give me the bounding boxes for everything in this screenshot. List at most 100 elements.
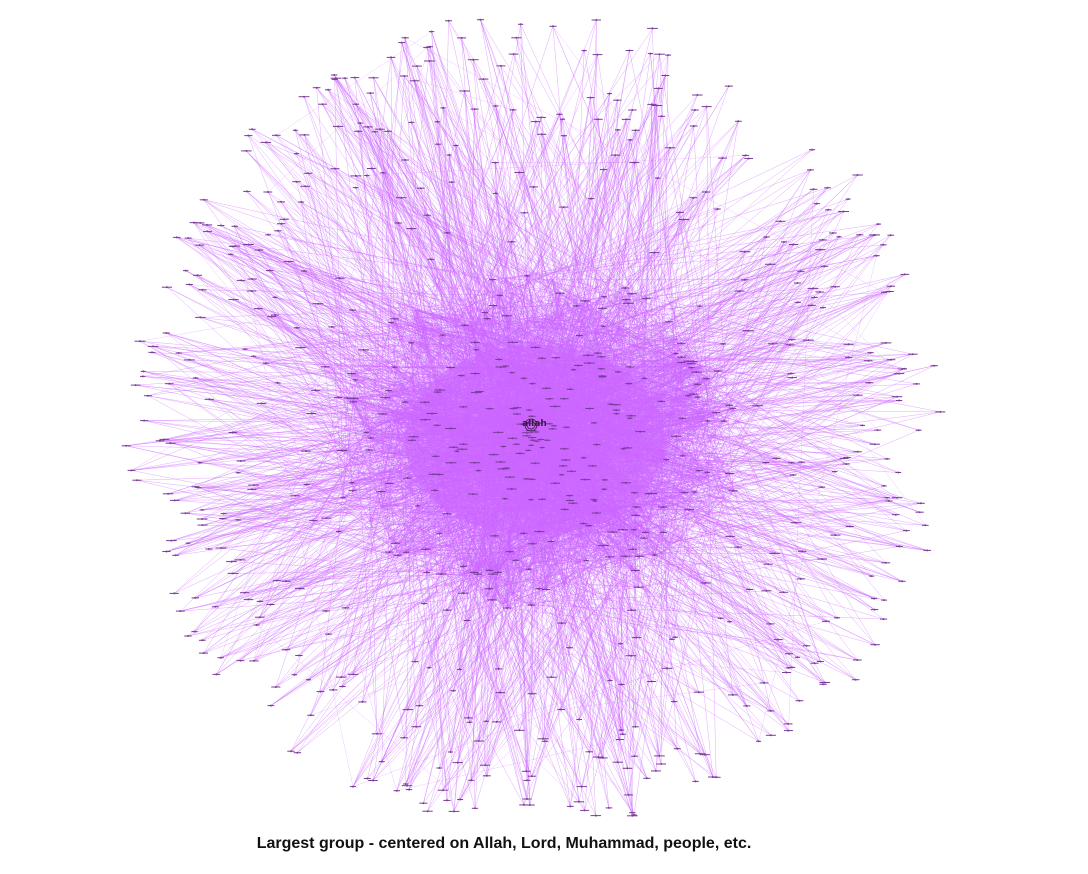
- graph-edge: [496, 617, 838, 723]
- graph-edge: [174, 449, 370, 501]
- graph-edge: [603, 157, 723, 297]
- graph-edge: [313, 520, 442, 575]
- graph-edge: [673, 514, 710, 702]
- graph-edges: [126, 19, 941, 816]
- graph-edge: [427, 214, 629, 304]
- graph-edge: [480, 19, 682, 358]
- graph-edge: [489, 474, 794, 590]
- graph-edge: [258, 308, 455, 392]
- graph-edge: [188, 237, 621, 293]
- graph-edge: [276, 458, 352, 581]
- graph-edge: [439, 519, 551, 769]
- graph-edge: [189, 284, 348, 399]
- graph-edge: [638, 586, 815, 664]
- graph-edge: [353, 37, 406, 399]
- graph-edge: [706, 352, 871, 379]
- graph-edge: [486, 500, 571, 776]
- graph-edge: [396, 472, 533, 777]
- graph-edge: [391, 187, 828, 323]
- graph-edge: [452, 491, 525, 805]
- graph-edge: [300, 201, 344, 498]
- graph-edge: [650, 53, 677, 339]
- graph-edge: [267, 234, 395, 320]
- graph-edge: [447, 232, 626, 289]
- graph-edge: [636, 514, 710, 638]
- graph-edge: [531, 604, 884, 620]
- graph-edge: [203, 199, 412, 344]
- graph-edge: [662, 474, 794, 508]
- graph-edge: [353, 398, 486, 766]
- graph-edge: [464, 574, 706, 755]
- graph-edge: [334, 79, 406, 403]
- graph-edge: [253, 450, 426, 662]
- graph-edge: [626, 209, 829, 300]
- graph-edge: [269, 270, 586, 302]
- graph-edge: [603, 169, 702, 367]
- graph-edge: [388, 538, 585, 811]
- graph-edge: [687, 353, 913, 362]
- graph-edge: [265, 362, 371, 431]
- graph-edge: [436, 492, 451, 753]
- graph-edge: [539, 531, 875, 599]
- graph-edge: [352, 580, 497, 787]
- graph-edge: [373, 77, 414, 437]
- graph-edge: [416, 305, 812, 330]
- graph-edge: [246, 150, 415, 317]
- graph-edge: [439, 473, 730, 769]
- graph-edge: [252, 129, 689, 362]
- graph-edge: [705, 235, 891, 418]
- graph-edge: [639, 394, 858, 557]
- graph-edge: [491, 169, 811, 371]
- graph-edge: [355, 104, 692, 364]
- graph-edge: [267, 47, 428, 193]
- graph-edge: [457, 588, 490, 763]
- graph-edge: [234, 226, 370, 522]
- graph-edge: [500, 149, 813, 368]
- graph-edge: [220, 491, 381, 658]
- graph-edge: [335, 78, 485, 313]
- graph-edge: [630, 432, 903, 582]
- graph-edge: [316, 87, 353, 483]
- graph-edge: [706, 249, 821, 479]
- graph-edge: [598, 490, 734, 758]
- graph-edge: [389, 552, 488, 776]
- graph-edge: [463, 574, 582, 787]
- graph-edge: [394, 212, 525, 319]
- graph-edge: [253, 551, 390, 662]
- graph-edge: [563, 135, 603, 309]
- graph-edge: [706, 378, 717, 778]
- graph-edge: [552, 26, 717, 413]
- graph-edge: [369, 521, 525, 806]
- graph-edge: [631, 293, 913, 355]
- graph-edge: [180, 588, 490, 612]
- graph-edge: [337, 126, 647, 299]
- graph-edge: [240, 538, 390, 661]
- graph-edge: [693, 203, 818, 395]
- graph-edge: [661, 553, 884, 620]
- graph-edge: [697, 121, 739, 385]
- graph-edge: [339, 278, 353, 491]
- graph-edge: [232, 349, 364, 433]
- graph-edge: [139, 340, 467, 520]
- graph-edge: [433, 474, 444, 791]
- graph-edge: [699, 411, 941, 471]
- graph-edge: [275, 458, 352, 688]
- graph-edge: [500, 65, 677, 339]
- graph-edge: [491, 599, 599, 758]
- graph-edge: [498, 607, 508, 669]
- graph-edge: [335, 78, 507, 316]
- graph-edge: [546, 429, 919, 590]
- graph-edge: [505, 278, 745, 281]
- graph-edge: [174, 437, 371, 501]
- graph-edge: [516, 37, 694, 362]
- graph-edge: [552, 26, 580, 336]
- graph-edge: [691, 367, 907, 531]
- graph-edge: [351, 197, 694, 374]
- graph-edge: [407, 477, 648, 779]
- graph-edge: [267, 191, 465, 326]
- graph-edge: [646, 298, 905, 369]
- graph-edge: [253, 458, 352, 662]
- graph-edge: [578, 189, 814, 366]
- graph-edge: [724, 223, 879, 422]
